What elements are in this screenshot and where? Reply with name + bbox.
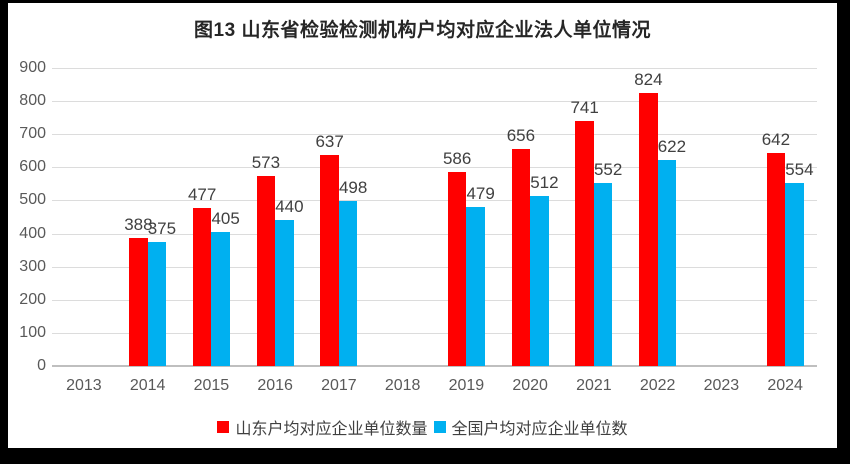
bar-national-2015	[211, 231, 230, 366]
y-axis-label: 800	[19, 92, 46, 110]
x-axis-label-2019: 2019	[448, 377, 485, 394]
data-label-national-2014: 375	[147, 218, 177, 238]
legend: 山东户均对应企业单位数量 全国户均对应企业单位数	[8, 415, 837, 439]
data-label-shandong-2014: 388	[124, 214, 153, 234]
bar-shandong-2016	[256, 176, 276, 366]
legend-item-shandong: 山东户均对应企业单位数量	[217, 415, 428, 439]
bar-national-2017	[338, 201, 358, 366]
gridline-400	[52, 233, 817, 235]
x-axis-label-2013: 2013	[66, 377, 102, 394]
x-axis-label-2018: 2018	[384, 377, 421, 394]
gridline-700	[52, 134, 817, 136]
data-label-national-2022: 622	[657, 137, 687, 157]
x-axis-label-2021: 2021	[576, 377, 612, 394]
x-axis-label-2014: 2014	[129, 377, 166, 394]
gridline-600	[52, 167, 817, 169]
data-label-shandong-2015: 477	[187, 185, 217, 205]
data-label-national-2017: 498	[338, 178, 368, 198]
y-axis-label: 600	[19, 158, 46, 176]
bar-shandong-2015	[192, 208, 212, 366]
data-label-national-2024: 554	[785, 159, 814, 179]
x-axis-label-2022: 2022	[639, 377, 676, 394]
data-label-national-2020: 512	[530, 173, 559, 193]
bar-shandong-2017	[320, 155, 339, 366]
chart-title: 图13 山东省检验检测机构户均对应企业法人单位情况	[194, 20, 651, 41]
data-label-national-2015: 405	[211, 208, 240, 228]
data-label-shandong-2021: 741	[570, 97, 599, 117]
legend-label: 全国户均对应企业单位数	[451, 421, 628, 438]
x-axis-label-2023: 2023	[703, 377, 740, 394]
bar-national-2022	[657, 160, 677, 366]
bar-shandong-2022	[639, 93, 658, 366]
bar-shandong-2019	[447, 171, 467, 366]
legend-label: 山东户均对应企业单位数量	[235, 421, 428, 438]
bar-national-2020	[530, 196, 549, 366]
data-label-national-2021: 552	[593, 160, 623, 180]
x-axis-label-2020: 2020	[512, 377, 548, 394]
bar-national-2019	[466, 207, 485, 366]
data-label-shandong-2016: 573	[251, 153, 281, 173]
y-axis-label: 700	[19, 125, 46, 143]
gridline-0	[52, 365, 817, 367]
data-label-shandong-2024: 642	[761, 130, 791, 150]
bar-shandong-2020	[511, 148, 531, 366]
x-axis-label-2024: 2024	[767, 377, 803, 394]
bar-shandong-2024	[766, 153, 786, 366]
data-label-shandong-2020: 656	[506, 125, 536, 145]
data-label-shandong-2022: 824	[634, 70, 663, 90]
data-label-national-2016: 440	[275, 197, 304, 217]
x-axis-label-2016: 2016	[257, 377, 293, 394]
gridline-500	[52, 200, 817, 202]
y-axis-label: 300	[19, 257, 46, 275]
gridline-900	[52, 68, 817, 69]
legend-item-national: 全国户均对应企业单位数	[433, 415, 628, 439]
y-axis-label: 100	[19, 323, 46, 341]
gridline-200	[52, 299, 817, 301]
gridline-300	[52, 266, 817, 268]
data-label-shandong-2019: 586	[442, 148, 472, 168]
bar-national-2021	[593, 183, 613, 366]
legend-swatch-blue	[433, 421, 446, 433]
data-label-shandong-2017: 637	[315, 132, 344, 152]
x-axis-label-2015: 2015	[193, 377, 230, 394]
y-axis-label: 900	[19, 59, 46, 76]
gridline-800	[52, 101, 817, 103]
x-axis-label-2017: 2017	[321, 377, 357, 394]
y-axis-label: 400	[19, 224, 46, 242]
y-axis-label: 0	[37, 357, 46, 374]
bar-shandong-2021	[575, 120, 594, 366]
bar-national-2016	[275, 220, 294, 366]
legend-swatch-red	[217, 421, 230, 433]
bar-national-2014	[147, 241, 167, 366]
y-axis-label: 200	[19, 290, 46, 308]
y-axis-label: 500	[19, 191, 46, 209]
gridline-100	[52, 332, 817, 334]
bar-national-2024	[785, 182, 804, 366]
data-label-national-2019: 479	[466, 184, 495, 204]
chart-image-canvas: 图13 山东省检验检测机构户均对应企业法人单位情况 0 100 200 300 400 5…	[8, 3, 837, 448]
bar-shandong-2014	[129, 237, 148, 366]
